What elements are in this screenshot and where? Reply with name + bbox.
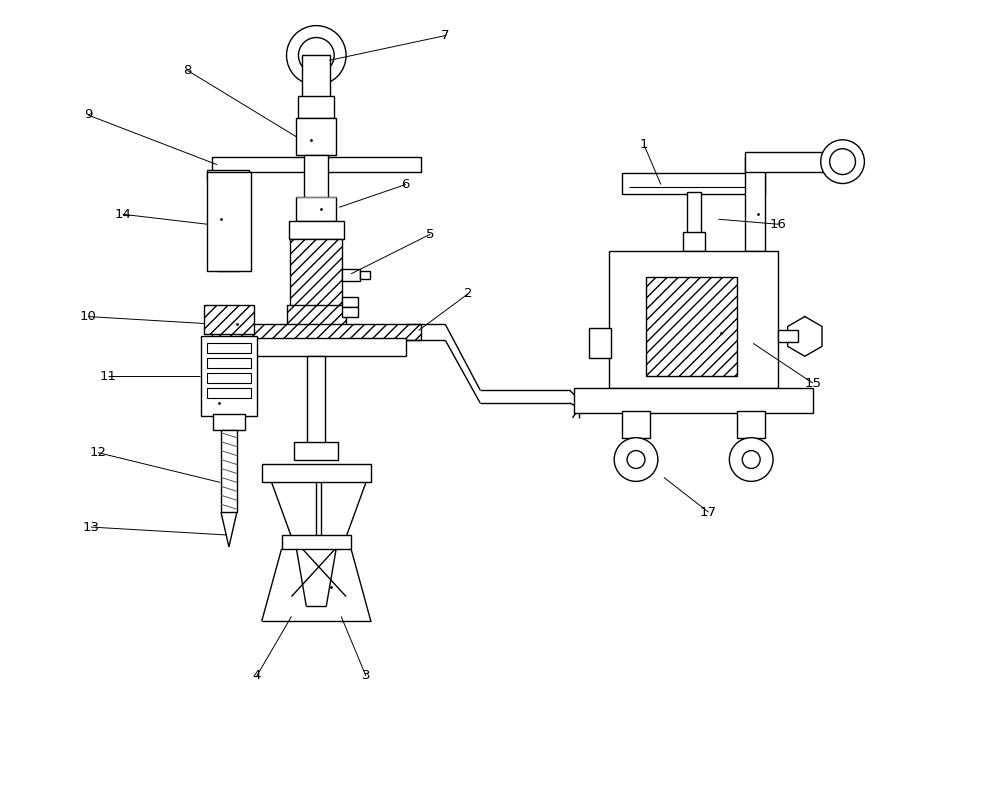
Circle shape [614,437,658,481]
Bar [221,429,237,512]
Bar [262,464,371,482]
Bar [622,411,650,437]
Bar [207,374,251,383]
Bar [683,232,705,251]
Bar [217,172,239,271]
Bar [212,325,421,340]
Bar [282,535,351,549]
Bar [302,55,330,98]
Bar [737,411,765,437]
Bar [207,359,251,368]
Circle shape [821,139,864,184]
Bar [342,297,358,307]
Bar [289,221,344,239]
Text: 13: 13 [82,521,99,533]
Bar [609,251,778,388]
Text: 14: 14 [114,208,131,221]
Bar [213,414,245,429]
Text: 3: 3 [362,670,370,682]
Text: 17: 17 [700,506,717,519]
Circle shape [298,38,334,73]
Bar [294,441,338,459]
Bar [687,192,701,234]
Bar [201,336,257,416]
Text: 16: 16 [770,217,786,231]
Text: 1: 1 [640,138,648,151]
Text: 15: 15 [804,377,821,389]
Bar [207,344,251,353]
Circle shape [627,451,645,469]
Bar [287,305,346,330]
Bar [778,330,798,342]
Bar [227,338,406,356]
Text: 10: 10 [79,310,96,323]
Bar [574,388,813,413]
Text: 2: 2 [464,287,472,300]
Bar [646,277,737,376]
Bar [622,173,765,195]
Bar [298,96,334,118]
Circle shape [287,26,346,85]
Bar [745,157,765,251]
Bar [296,198,336,221]
Bar [290,239,342,307]
Text: 5: 5 [426,228,435,240]
Bar [296,118,336,154]
Circle shape [742,451,760,469]
Text: 8: 8 [183,64,191,76]
Text: 6: 6 [401,178,410,191]
Bar [589,329,611,359]
Circle shape [830,149,855,175]
Text: 9: 9 [84,109,92,121]
Bar [207,169,249,180]
Bar [342,307,358,317]
Text: 11: 11 [99,370,116,383]
Bar [204,305,254,334]
Bar [307,356,325,443]
Text: 7: 7 [441,29,450,42]
Bar [745,152,830,172]
Text: 4: 4 [253,670,261,682]
Circle shape [729,437,773,481]
Bar [342,269,360,281]
Bar [207,388,251,398]
Bar [360,271,370,279]
Bar [212,157,421,172]
Bar [207,172,251,271]
Bar [304,154,328,199]
Text: 12: 12 [89,446,106,459]
